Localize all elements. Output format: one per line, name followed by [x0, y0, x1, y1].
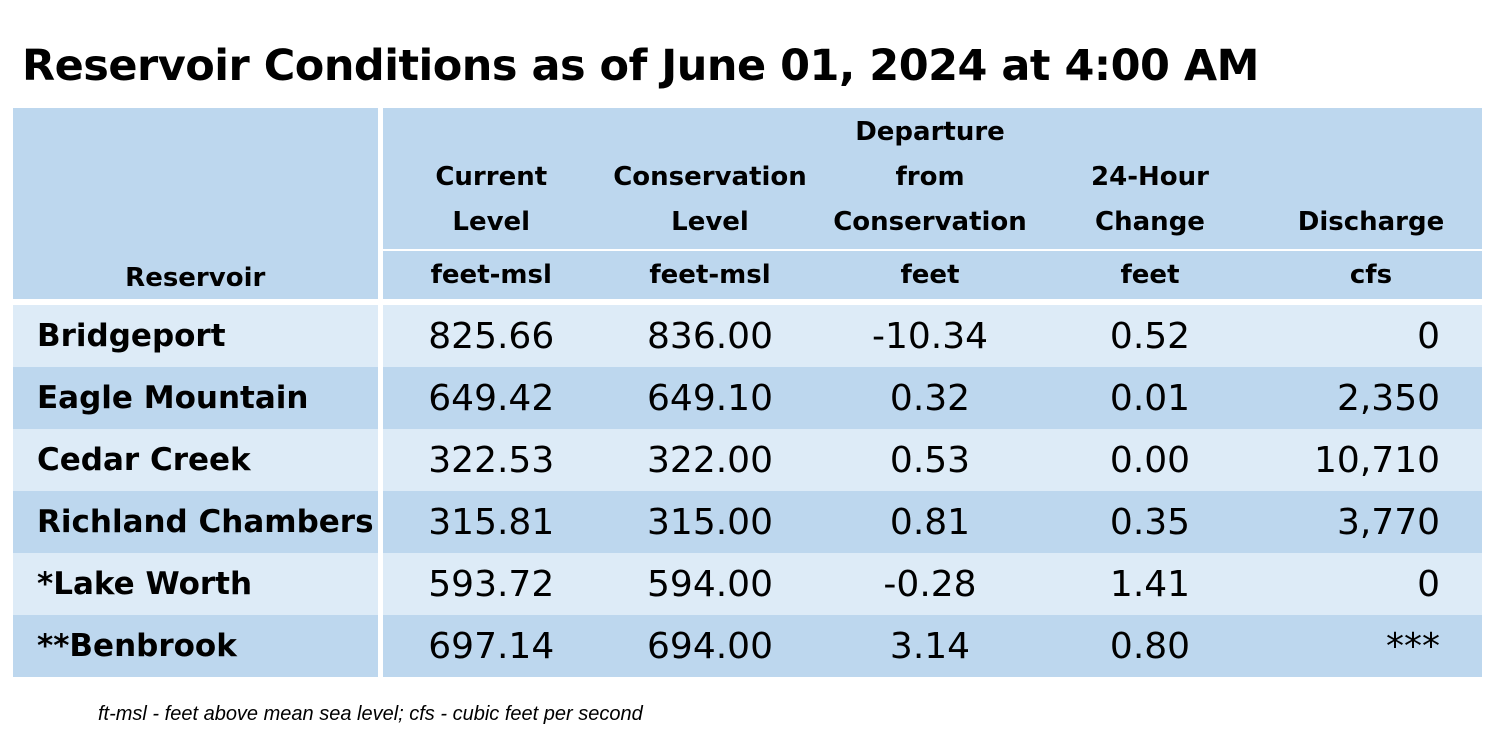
conservation-level-cell: 322.00: [600, 429, 820, 491]
header-conservation-level: Conservation Level: [600, 108, 820, 251]
header-reservoir-top: [13, 108, 383, 250]
change-cell: 0.01: [1040, 367, 1260, 429]
header-line: Level: [452, 207, 531, 237]
header-line: Departure: [855, 117, 1005, 147]
header-reservoir: Reservoir: [13, 250, 383, 299]
header-line: Change: [1095, 207, 1205, 237]
discharge-cell: 0: [1260, 553, 1482, 615]
reservoir-name: Cedar Creek: [13, 429, 383, 491]
departure-cell: 0.53: [820, 429, 1040, 491]
change-cell: 0.80: [1040, 615, 1260, 677]
page-title: Reservoir Conditions as of June 01, 2024…: [22, 41, 1259, 91]
table-row: *Lake Worth 593.72 594.00 -0.28 1.41 0: [13, 553, 1482, 615]
unit-24h-change: feet: [1040, 250, 1260, 299]
unit-discharge: cfs: [1260, 250, 1482, 299]
header-line: Conservation: [833, 207, 1027, 237]
current-level-cell: 649.42: [380, 367, 600, 429]
change-cell: 1.41: [1040, 553, 1260, 615]
conservation-level-cell: 315.00: [600, 491, 820, 553]
reservoir-table: Current Level Conservation Level Departu…: [13, 108, 1482, 677]
change-cell: 0.52: [1040, 305, 1260, 367]
conservation-level-cell: 594.00: [600, 553, 820, 615]
footnote: ft-msl - feet above mean sea level; cfs …: [98, 703, 643, 725]
reservoir-name: Richland Chambers: [13, 491, 383, 553]
table-row: Cedar Creek 322.53 322.00 0.53 0.00 10,7…: [13, 429, 1482, 491]
reservoir-name: Bridgeport: [13, 305, 383, 367]
header-24h-change: 24-Hour Change: [1040, 108, 1260, 251]
table-row: Eagle Mountain 649.42 649.10 0.32 0.01 2…: [13, 367, 1482, 429]
current-level-cell: 315.81: [380, 491, 600, 553]
departure-cell: -0.28: [820, 553, 1040, 615]
discharge-cell: 2,350: [1260, 367, 1482, 429]
reservoir-name: *Lake Worth: [13, 553, 383, 615]
departure-cell: 0.32: [820, 367, 1040, 429]
header-line: Conservation: [613, 162, 807, 192]
reservoir-name: Eagle Mountain: [13, 367, 383, 429]
header-line: Discharge: [1297, 207, 1445, 237]
departure-cell: 3.14: [820, 615, 1040, 677]
discharge-cell: 3,770: [1260, 491, 1482, 553]
table-row: Richland Chambers 315.81 315.00 0.81 0.3…: [13, 491, 1482, 553]
conservation-level-cell: 649.10: [600, 367, 820, 429]
change-cell: 0.00: [1040, 429, 1260, 491]
discharge-cell: ***: [1260, 615, 1482, 677]
departure-cell: 0.81: [820, 491, 1040, 553]
header-line: from: [895, 162, 965, 192]
header-separator: [13, 299, 1482, 305]
reservoir-name: **Benbrook: [13, 615, 383, 677]
header-current-level: Current Level: [380, 108, 600, 251]
discharge-cell: 10,710: [1260, 429, 1482, 491]
header-departure: Departure from Conservation: [820, 108, 1040, 251]
unit-departure: feet: [820, 250, 1040, 299]
discharge-cell: 0: [1260, 305, 1482, 367]
header-line: 24-Hour: [1091, 162, 1209, 192]
table-row: **Benbrook 697.14 694.00 3.14 0.80 ***: [13, 615, 1482, 677]
conservation-level-cell: 836.00: [600, 305, 820, 367]
conservation-level-cell: 694.00: [600, 615, 820, 677]
current-level-cell: 593.72: [380, 553, 600, 615]
table-row: Bridgeport 825.66 836.00 -10.34 0.52 0: [13, 305, 1482, 367]
departure-cell: -10.34: [820, 305, 1040, 367]
change-cell: 0.35: [1040, 491, 1260, 553]
unit-conservation-level: feet-msl: [600, 250, 820, 299]
unit-current-level: feet-msl: [380, 250, 600, 299]
current-level-cell: 697.14: [380, 615, 600, 677]
current-level-cell: 825.66: [380, 305, 600, 367]
header-discharge: Discharge: [1260, 108, 1482, 251]
header-line: Current: [435, 162, 548, 192]
header-row: Current Level Conservation Level Departu…: [13, 108, 1482, 251]
units-row: Reservoir feet-msl feet-msl feet feet cf…: [13, 250, 1482, 299]
current-level-cell: 322.53: [380, 429, 600, 491]
header-line: Level: [671, 207, 749, 237]
